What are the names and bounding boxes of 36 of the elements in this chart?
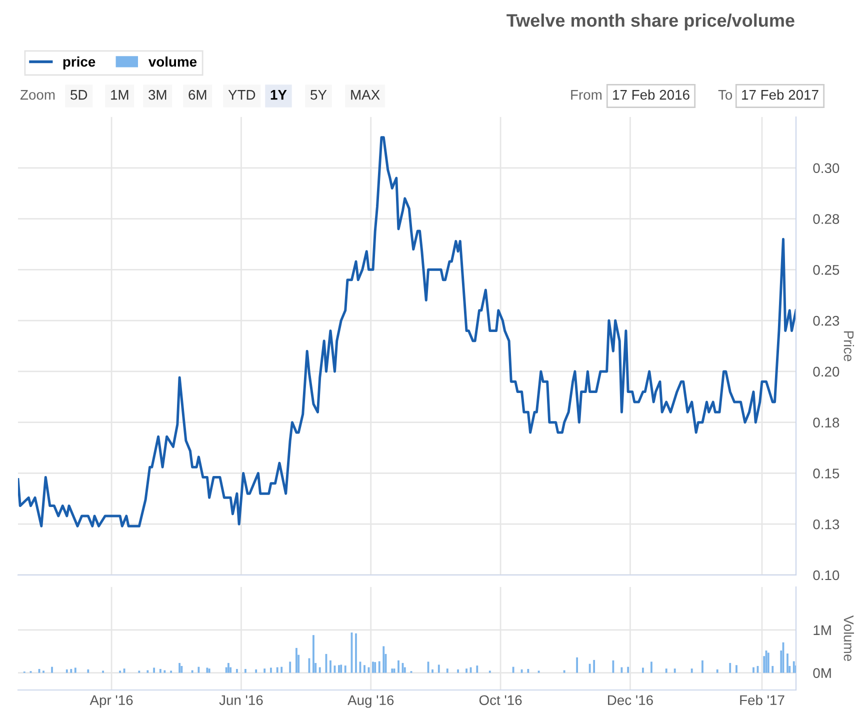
text: 1Y (270, 90, 287, 100)
text: 5Y (310, 90, 327, 100)
x-tick-label: Oct '16 (479, 695, 522, 706)
y-tick-label: 0.30 (813, 163, 840, 174)
text: MAX (351, 90, 380, 100)
y-tick-label: 0M (813, 668, 831, 678)
y-tick-label: 0.28 (813, 214, 840, 224)
text: From (571, 90, 602, 100)
y-tick-label: 0.13 (813, 519, 840, 530)
text: 17 Feb 2017 (742, 90, 818, 100)
y-tick-label: 0.25 (813, 265, 840, 275)
y-tick-label: 0.18 (813, 418, 840, 428)
y-axis-title: Price (844, 331, 854, 362)
line-series (18, 136, 796, 528)
y-tick-label: 0.20 (813, 366, 840, 377)
y-tick-label: 0.15 (813, 468, 840, 478)
y-tick-label: 0.23 (813, 316, 840, 326)
y-axis-title: Volume (844, 615, 854, 662)
text: To (718, 90, 732, 100)
chart-title: Twelve month share price/volume (506, 14, 794, 30)
text: 5D (70, 90, 88, 100)
text: Zoom (20, 90, 55, 100)
x-tick-label: Dec '16 (608, 695, 653, 706)
text: 6M (188, 90, 206, 100)
legend-label: price (63, 56, 96, 70)
text: 17 Feb 2016 (613, 90, 690, 100)
x-tick-label: Feb '17 (740, 694, 784, 706)
x-tick-label: Aug '16 (348, 695, 394, 708)
legend-label: volume (148, 56, 197, 67)
text: YTD (228, 90, 256, 100)
text: 3M (148, 90, 166, 100)
y-tick-label: 0.10 (813, 570, 840, 580)
text: 1M (111, 90, 128, 100)
y-tick-label: 1M (814, 625, 831, 635)
x-tick-label: Jun '16 (219, 695, 263, 706)
x-tick-label: Apr '16 (90, 695, 133, 708)
